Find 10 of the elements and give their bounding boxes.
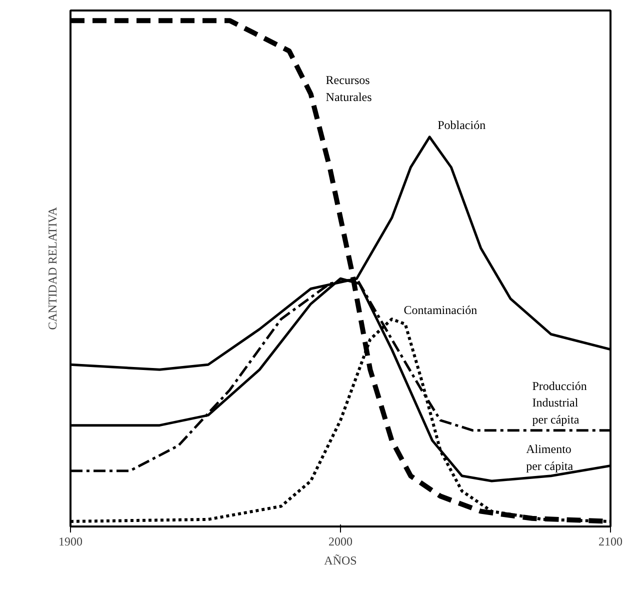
series-label: Recursos Naturales — [326, 73, 372, 104]
series-label: Contaminación — [404, 303, 478, 318]
series-label: Producción Industrial per cápita — [532, 378, 587, 426]
y-axis-title: CANTIDAD RELATIVA — [46, 206, 60, 330]
x-tick-label: 2000 — [328, 534, 352, 548]
x-axis-title: AÑOS — [324, 554, 357, 568]
series-label: Alimento per cápita — [526, 442, 574, 473]
x-tick-label: 1900 — [58, 534, 82, 548]
x-tick-label: 2100 — [598, 534, 622, 548]
series-label: Población — [438, 118, 486, 132]
